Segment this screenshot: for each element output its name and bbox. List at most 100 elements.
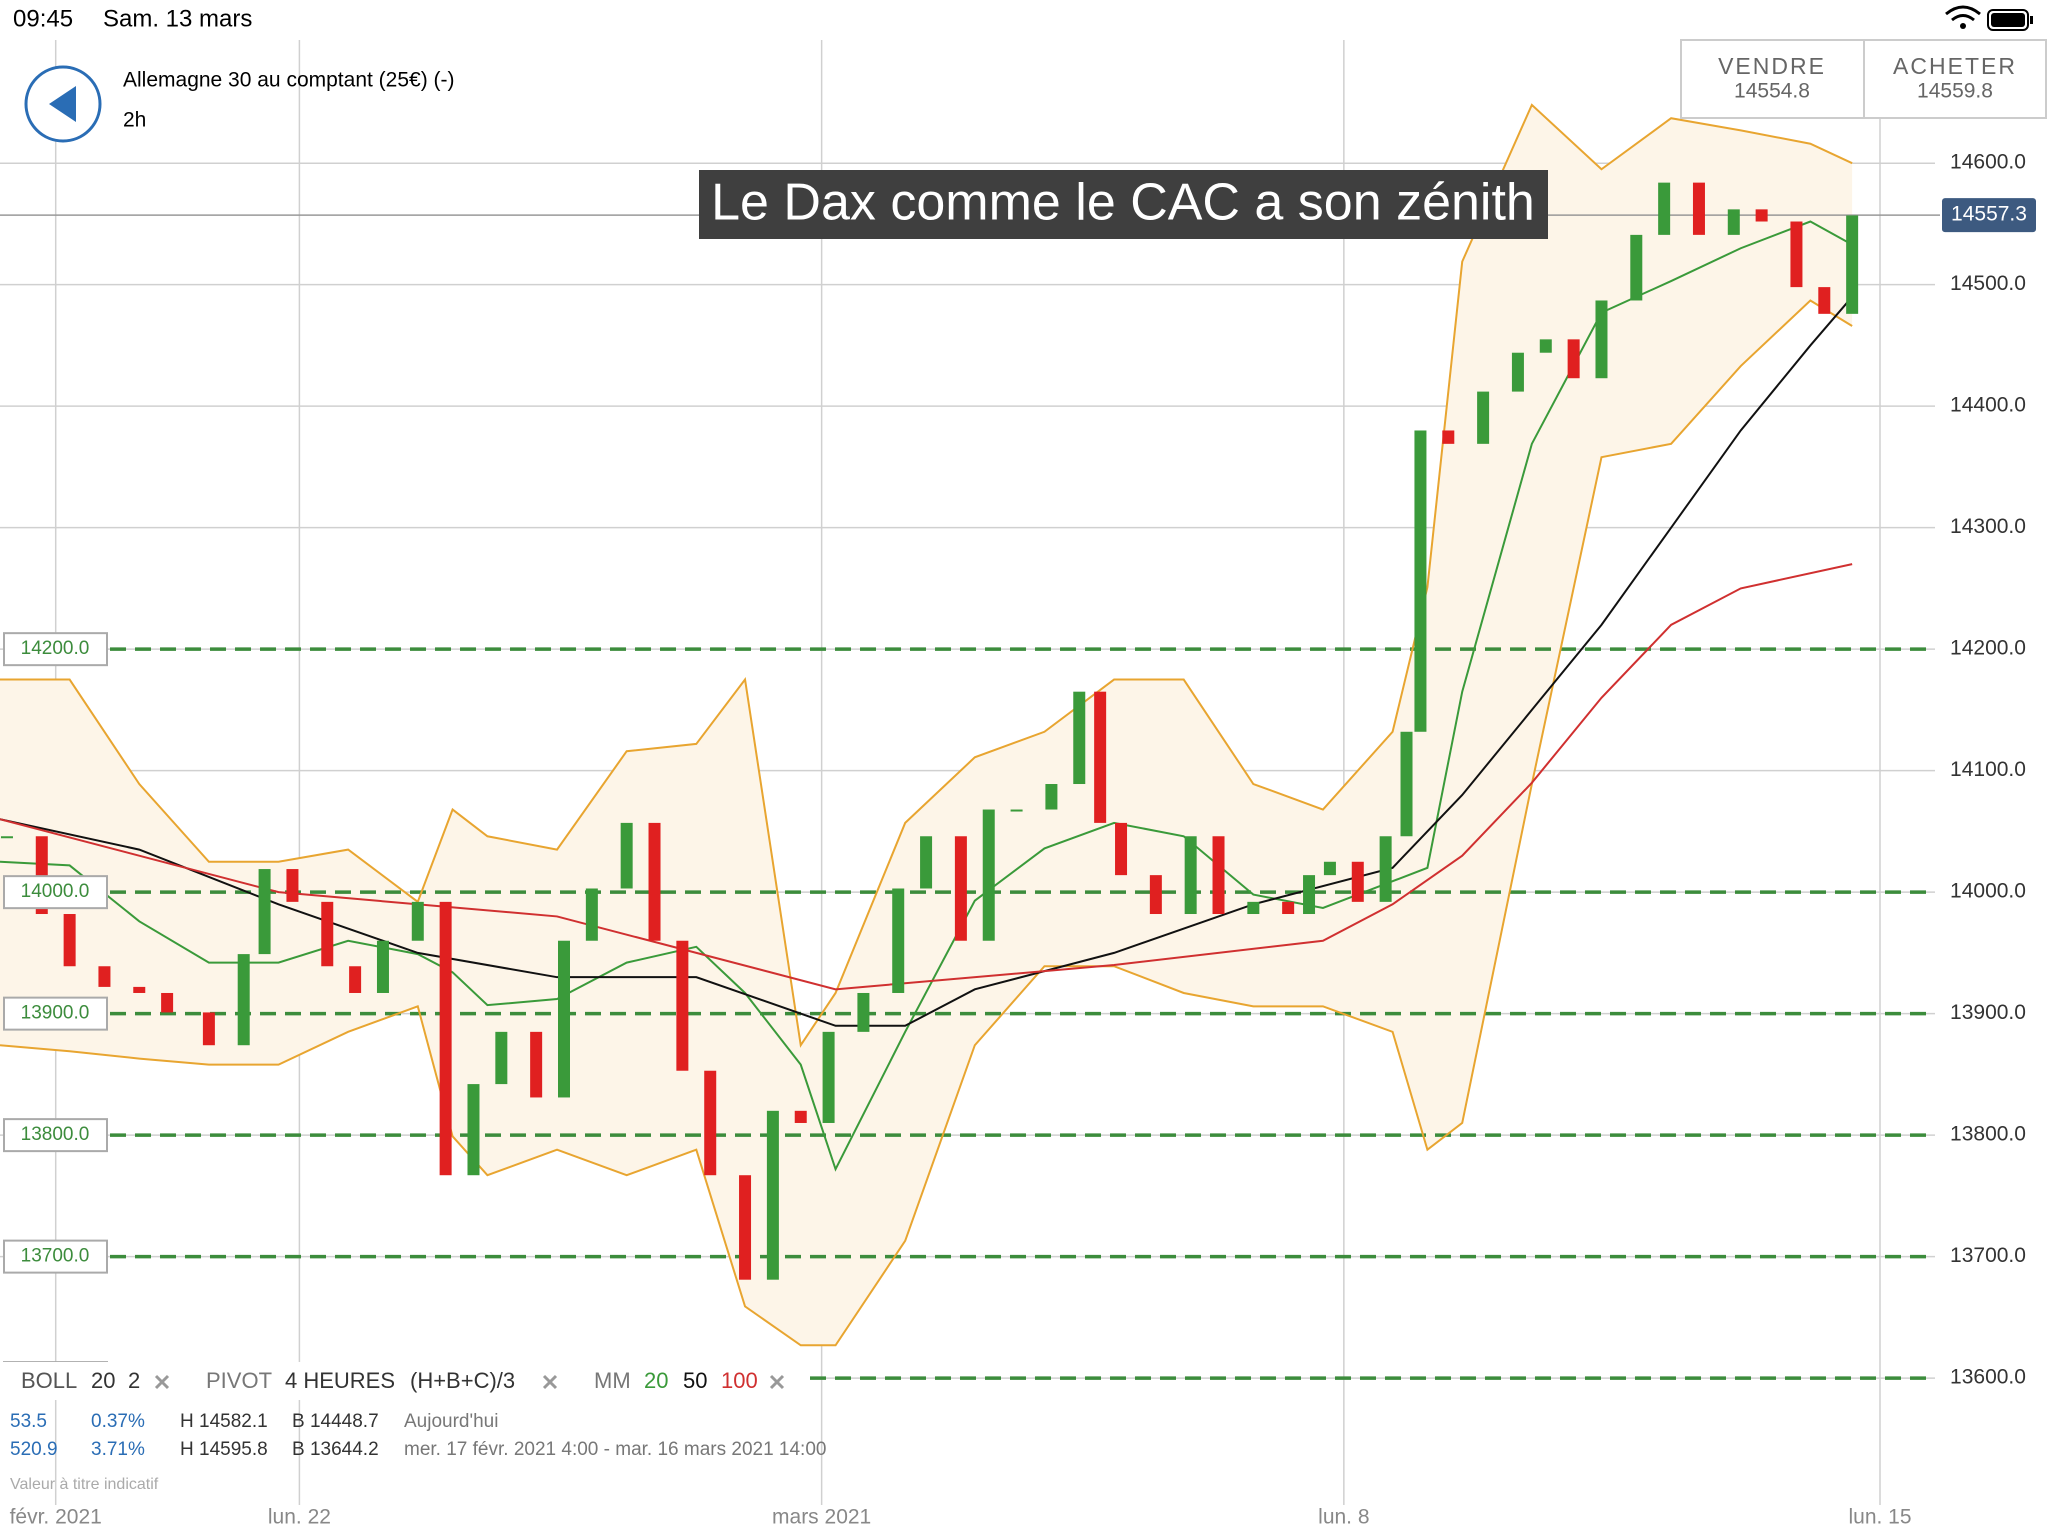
- y-tick-label: 14200.0: [1950, 637, 2026, 660]
- stat-change-pct: 3.71%: [91, 1439, 145, 1460]
- chart-title: Le Dax comme le CAC a son zénith: [711, 174, 1535, 232]
- y-tick-label: 13800.0: [1950, 1123, 2026, 1146]
- candle: [704, 1070, 717, 1176]
- disclaimer: Valeur à titre indicatif: [10, 1476, 159, 1493]
- pivot-label: 14000.0: [21, 881, 90, 902]
- candle: [1379, 836, 1392, 902]
- y-tick-label: 14300.0: [1950, 515, 2026, 538]
- candle: [1149, 875, 1162, 915]
- pivot-label: 13800.0: [21, 1124, 90, 1145]
- pivot-label: 13900.0: [21, 1003, 90, 1024]
- buy-button[interactable]: ACHETER 14559.8: [1863, 39, 2047, 119]
- candle: [822, 1031, 835, 1123]
- candle: [1212, 836, 1225, 915]
- title-box: [699, 170, 1548, 239]
- y-tick-label: 14500.0: [1950, 272, 2026, 295]
- x-tick-label: lun. 8: [1318, 1506, 1369, 1529]
- candle: [1442, 430, 1455, 444]
- plot-area: 14600.0 14500.0 14400.0 14300.0 14200.0 14100…: [0, 40, 2036, 1505]
- candle: [1073, 691, 1086, 785]
- back-button[interactable]: [24, 65, 102, 143]
- mm-label[interactable]: MM: [594, 1368, 631, 1393]
- candle: [0, 836, 13, 839]
- pivot-label-box: [3, 1118, 108, 1153]
- candle: [258, 869, 271, 955]
- candle: [133, 986, 146, 993]
- boll-label[interactable]: BOLL: [21, 1368, 77, 1393]
- pivot-label: 14200.0: [21, 638, 90, 659]
- boll-dev: 2: [128, 1368, 140, 1393]
- candle: [1539, 339, 1552, 353]
- mm-2: 50: [683, 1368, 707, 1393]
- pivot-label-box: [3, 875, 108, 910]
- overlay-line: [0, 563, 1853, 991]
- timeframe[interactable]: 2h: [123, 109, 146, 132]
- candle: [648, 822, 661, 941]
- y-tick-label: 14000.0: [1950, 880, 2026, 903]
- candle: [349, 966, 362, 993]
- candle: [1818, 287, 1831, 314]
- current-price-label: 14557.3: [1951, 203, 2027, 226]
- candle: [1727, 209, 1740, 235]
- remove-boll[interactable]: [154, 1374, 170, 1390]
- candle: [1247, 901, 1260, 915]
- candle: [1115, 822, 1128, 876]
- candle: [558, 940, 570, 1098]
- x-tick-label: févr. 2021: [10, 1506, 102, 1529]
- x-tick-label: mars 2021: [772, 1506, 871, 1529]
- candle: [982, 809, 995, 941]
- stat-low: B 13644.2: [292, 1439, 379, 1460]
- wifi-icon: [1945, 5, 1981, 29]
- current-price-tag: [1942, 198, 2036, 233]
- candle: [1184, 836, 1197, 915]
- candle: [585, 888, 598, 941]
- candle: [63, 914, 76, 967]
- pivot-label[interactable]: PIVOT: [206, 1368, 272, 1393]
- candle: [376, 940, 389, 993]
- candle: [1094, 691, 1107, 823]
- pivot-label-box: [3, 1239, 108, 1274]
- candle: [620, 822, 633, 889]
- mm-3: 100: [721, 1368, 758, 1393]
- pivot-period: 4 HEURES: [285, 1368, 395, 1393]
- stat-high: H 14595.8: [180, 1439, 268, 1460]
- boll-period: 20: [91, 1368, 115, 1393]
- x-tick-label: lun. 22: [268, 1506, 331, 1529]
- candle: [1692, 182, 1705, 235]
- candle: [1755, 209, 1768, 222]
- candle: [766, 1110, 779, 1280]
- candle: [1351, 861, 1364, 902]
- sell-label: VENDRE: [1718, 53, 1826, 79]
- status-time: 09:45: [13, 5, 73, 32]
- candle: [920, 836, 933, 889]
- candle: [1477, 391, 1490, 444]
- candle: [1045, 784, 1058, 810]
- status-date: Sam. 13 mars: [103, 5, 252, 32]
- instrument-name: Allemagne 30 au comptant (25€) (-): [123, 69, 455, 92]
- candle: [892, 888, 905, 993]
- pivot-label-box: [3, 632, 108, 667]
- candle: [321, 901, 334, 967]
- candle: [676, 940, 689, 1071]
- remove-mm[interactable]: [769, 1374, 785, 1390]
- candle: [857, 992, 870, 1032]
- y-tick-label: 13900.0: [1950, 1001, 2026, 1024]
- overlay-line: [0, 103, 1853, 1048]
- candle: [954, 836, 967, 941]
- candle: [1303, 875, 1316, 915]
- sell-button[interactable]: VENDRE 14554.8: [1680, 39, 1865, 119]
- candle: [411, 901, 424, 941]
- candle: [202, 1012, 215, 1046]
- pivot-label-box: [3, 996, 108, 1031]
- x-tick-label: lun. 15: [1848, 1506, 1911, 1529]
- x-axis: févr. 2021 lun. 22 mars 2021 lun. 8 lun. 15: [10, 1506, 1912, 1529]
- candle: [1400, 731, 1413, 837]
- y-tick-label: 13700.0: [1950, 1244, 2026, 1267]
- candle: [1846, 215, 1859, 314]
- remove-pivot[interactable]: [542, 1374, 558, 1390]
- battery-icon: [1987, 9, 2033, 31]
- candle: [286, 869, 299, 902]
- stat-period: mer. 17 févr. 2021 4:00 - mar. 16 mars 2…: [404, 1439, 826, 1460]
